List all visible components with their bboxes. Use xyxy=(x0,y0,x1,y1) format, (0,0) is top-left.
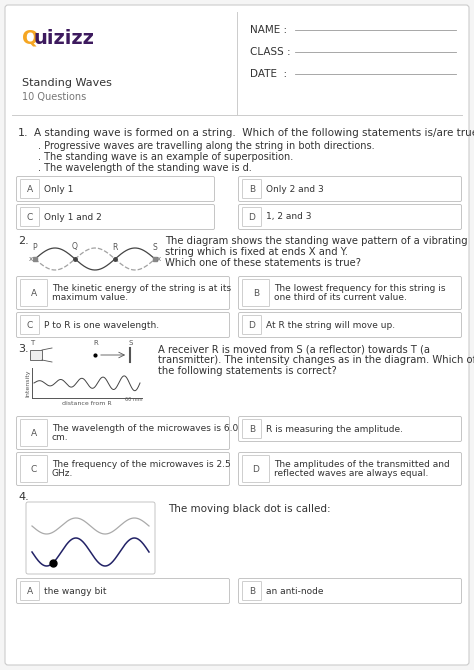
Text: 10 Questions: 10 Questions xyxy=(22,92,86,102)
Text: one third of its current value.: one third of its current value. xyxy=(274,293,407,302)
Text: distance from R: distance from R xyxy=(62,401,112,406)
FancyBboxPatch shape xyxy=(20,419,47,446)
Text: The lowest frequency for this string is: The lowest frequency for this string is xyxy=(274,284,446,293)
Text: Only 1: Only 1 xyxy=(44,184,73,194)
Text: The wavelength of the microwaves is 6.0: The wavelength of the microwaves is 6.0 xyxy=(52,424,238,433)
Text: R: R xyxy=(112,243,118,251)
Text: C: C xyxy=(31,464,37,474)
Text: GHz.: GHz. xyxy=(52,469,73,478)
FancyBboxPatch shape xyxy=(238,452,462,486)
FancyBboxPatch shape xyxy=(17,176,215,202)
FancyBboxPatch shape xyxy=(243,316,262,334)
FancyBboxPatch shape xyxy=(243,180,262,198)
Text: D: D xyxy=(248,320,255,330)
Text: T: T xyxy=(30,340,34,346)
FancyBboxPatch shape xyxy=(17,277,229,310)
Text: D: D xyxy=(248,212,255,222)
Text: 60 mm: 60 mm xyxy=(125,397,143,402)
FancyBboxPatch shape xyxy=(20,279,47,306)
FancyBboxPatch shape xyxy=(20,316,39,334)
Text: A: A xyxy=(31,289,37,297)
Text: The frequency of the microwaves is 2.5: The frequency of the microwaves is 2.5 xyxy=(52,460,231,469)
Text: C: C xyxy=(27,212,33,222)
Text: The diagram shows the standing wave pattern of a vibrating: The diagram shows the standing wave patt… xyxy=(165,236,468,246)
FancyBboxPatch shape xyxy=(20,180,39,198)
FancyBboxPatch shape xyxy=(17,312,229,338)
Text: The moving black dot is called:: The moving black dot is called: xyxy=(168,504,331,514)
FancyBboxPatch shape xyxy=(20,208,39,226)
Text: B: B xyxy=(253,289,259,297)
Text: Which one of these statements is true?: Which one of these statements is true? xyxy=(165,258,361,268)
Text: string which is fixed at ends X and Y.: string which is fixed at ends X and Y. xyxy=(165,247,348,257)
Text: 2.: 2. xyxy=(18,236,29,246)
Text: S: S xyxy=(129,340,133,346)
FancyBboxPatch shape xyxy=(238,312,462,338)
FancyBboxPatch shape xyxy=(20,582,39,600)
FancyBboxPatch shape xyxy=(26,502,155,574)
FancyBboxPatch shape xyxy=(243,582,262,600)
Text: Q: Q xyxy=(22,29,38,48)
Text: maximum value.: maximum value. xyxy=(52,293,128,302)
Text: At R the string will move up.: At R the string will move up. xyxy=(266,320,395,330)
FancyBboxPatch shape xyxy=(20,456,47,482)
FancyBboxPatch shape xyxy=(17,578,229,604)
Text: Intensity: Intensity xyxy=(25,369,30,397)
Text: C: C xyxy=(27,320,33,330)
Text: the wangy bit: the wangy bit xyxy=(44,586,107,596)
Text: A receiver R is moved from S (a reflector) towards T (a: A receiver R is moved from S (a reflecto… xyxy=(158,344,430,354)
Text: 1, 2 and 3: 1, 2 and 3 xyxy=(266,212,311,222)
Text: x: x xyxy=(157,256,161,262)
FancyBboxPatch shape xyxy=(17,204,215,230)
Text: transmitter). The intensity changes as in the diagram. Which of: transmitter). The intensity changes as i… xyxy=(158,355,474,365)
Text: x: x xyxy=(29,256,33,262)
Text: DATE  :: DATE : xyxy=(250,69,287,79)
FancyBboxPatch shape xyxy=(17,417,229,450)
Text: . The wavelength of the standing wave is d.: . The wavelength of the standing wave is… xyxy=(38,163,252,173)
Text: The amplitudes of the transmitted and: The amplitudes of the transmitted and xyxy=(274,460,450,469)
Text: B: B xyxy=(249,586,255,596)
Text: uizizz: uizizz xyxy=(34,29,95,48)
Text: NAME :: NAME : xyxy=(250,25,287,35)
Text: A: A xyxy=(27,184,33,194)
FancyBboxPatch shape xyxy=(238,277,462,310)
Text: D: D xyxy=(253,464,259,474)
FancyBboxPatch shape xyxy=(238,204,462,230)
Text: The kinetic energy of the string is at its: The kinetic energy of the string is at i… xyxy=(52,284,231,293)
Text: A: A xyxy=(31,429,37,438)
Text: A standing wave is formed on a string.  Which of the following statements is/are: A standing wave is formed on a string. W… xyxy=(34,128,474,138)
Text: . The standing wave is an example of superposition.: . The standing wave is an example of sup… xyxy=(38,152,293,162)
Text: P to R is one wavelength.: P to R is one wavelength. xyxy=(44,320,159,330)
Text: 3.: 3. xyxy=(18,344,28,354)
Text: P: P xyxy=(33,243,37,251)
Text: B: B xyxy=(249,425,255,433)
Text: 1.: 1. xyxy=(18,128,28,138)
Text: A: A xyxy=(27,586,33,596)
FancyBboxPatch shape xyxy=(243,419,262,438)
Text: Standing Waves: Standing Waves xyxy=(22,78,112,88)
Text: Q: Q xyxy=(72,243,78,251)
Text: . Progressive waves are travelling along the string in both directions.: . Progressive waves are travelling along… xyxy=(38,141,374,151)
Text: R is measuring the amplitude.: R is measuring the amplitude. xyxy=(266,425,403,433)
Text: S: S xyxy=(153,243,157,251)
FancyBboxPatch shape xyxy=(238,176,462,202)
Text: B: B xyxy=(249,184,255,194)
FancyBboxPatch shape xyxy=(238,417,462,442)
Text: reflected waves are always equal.: reflected waves are always equal. xyxy=(274,469,428,478)
FancyBboxPatch shape xyxy=(243,456,270,482)
FancyBboxPatch shape xyxy=(17,452,229,486)
Bar xyxy=(30,350,42,360)
FancyBboxPatch shape xyxy=(5,5,469,665)
Text: R: R xyxy=(93,340,98,346)
Text: cm.: cm. xyxy=(52,433,69,442)
Text: Only 1 and 2: Only 1 and 2 xyxy=(44,212,102,222)
FancyBboxPatch shape xyxy=(243,279,270,306)
Text: 4.: 4. xyxy=(18,492,29,502)
FancyBboxPatch shape xyxy=(243,208,262,226)
Text: an anti-node: an anti-node xyxy=(266,586,323,596)
FancyBboxPatch shape xyxy=(238,578,462,604)
Text: the following statements is correct?: the following statements is correct? xyxy=(158,366,337,376)
Text: Only 2 and 3: Only 2 and 3 xyxy=(266,184,324,194)
Text: CLASS :: CLASS : xyxy=(250,47,291,57)
